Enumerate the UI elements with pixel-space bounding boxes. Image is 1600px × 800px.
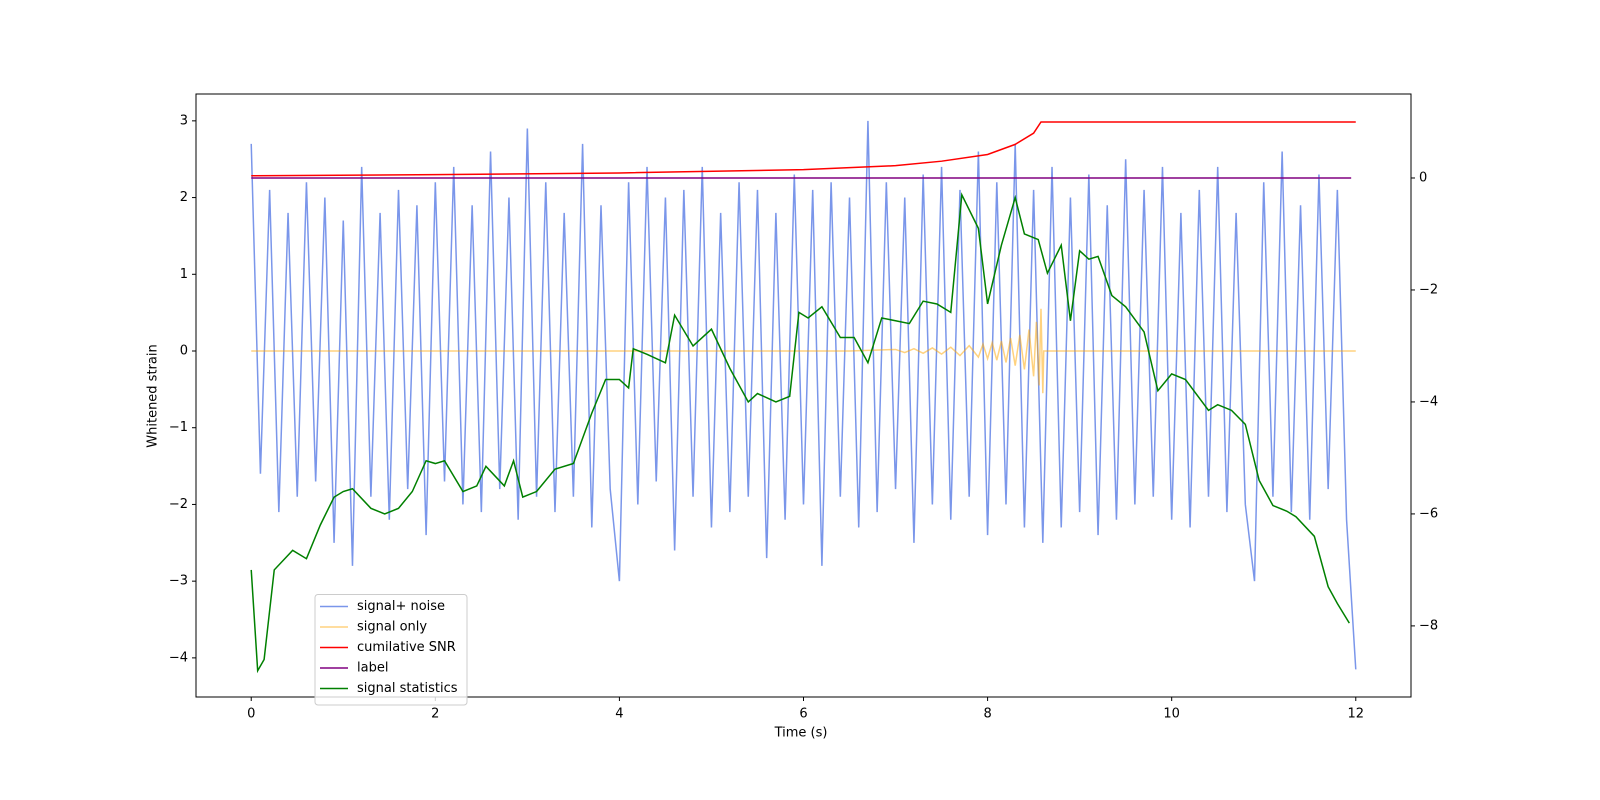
- x-tick-label: 0: [247, 707, 255, 722]
- legend-label: cumilative SNR: [357, 640, 456, 655]
- series-line: [251, 121, 1356, 177]
- y-tick-label: 1: [180, 267, 188, 282]
- plot-frame: [195, 93, 1412, 698]
- y-tick-label: 3: [180, 113, 188, 128]
- x-tick-label: 2: [431, 707, 439, 722]
- legend-label: signal only: [357, 620, 427, 635]
- y-tick-label: −4: [169, 650, 188, 665]
- y-tick-label: −3: [169, 574, 188, 589]
- legend-label: signal statistics: [357, 681, 458, 696]
- y2-tick-label: −6: [1419, 506, 1438, 521]
- x-tick-label: 12: [1347, 707, 1364, 722]
- y2-tick-label: −8: [1419, 618, 1438, 633]
- x-tick-label: 8: [983, 707, 991, 722]
- y-tick-label: 0: [180, 344, 188, 359]
- series-line: [250, 192, 1350, 674]
- legend-box: [314, 594, 468, 706]
- legend-label: label: [357, 661, 388, 676]
- y-tick-label: −1: [169, 420, 188, 435]
- y-tick-label: 2: [180, 190, 188, 205]
- y2-tick-label: 0: [1419, 170, 1427, 185]
- legend-label: signal+ noise: [357, 599, 445, 614]
- x-tick-label: 4: [615, 707, 623, 722]
- y-tick-label: −2: [169, 497, 188, 512]
- series-line: [251, 308, 1356, 394]
- y-axis-label: Whitened strain: [146, 344, 161, 447]
- y2-tick-label: −2: [1419, 282, 1438, 297]
- x-tick-label: 10: [1163, 707, 1180, 722]
- series-line: [250, 120, 1357, 670]
- x-axis-label: Time (s): [774, 726, 828, 741]
- x-tick-label: 6: [799, 707, 807, 722]
- y2-tick-label: −4: [1419, 394, 1438, 409]
